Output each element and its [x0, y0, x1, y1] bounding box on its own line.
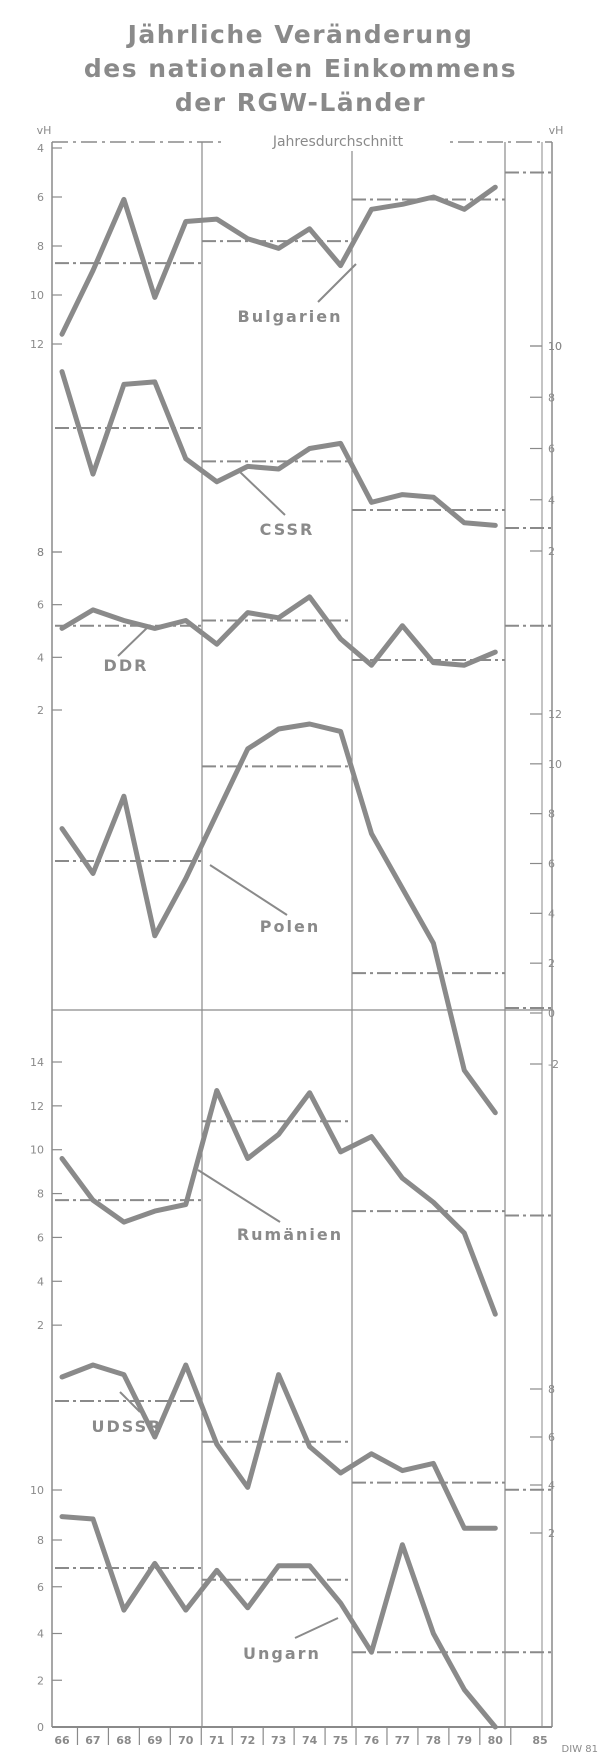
x-tick-label-67: 67	[85, 1734, 100, 1747]
cssr-left-tick-label-8: 8	[37, 546, 44, 559]
ddr-left-tick-label-6: 6	[37, 599, 44, 612]
bulgarien-left-tick-label-4: 4	[37, 142, 44, 155]
cssr-right-tick-label-8: 8	[548, 391, 555, 404]
chart-title: Jährliche Veränderung des nationalen Ein…	[0, 18, 601, 120]
x-tick-label-69: 69	[147, 1734, 162, 1747]
ungarn-label: Ungarn	[243, 1644, 321, 1663]
ddr-label: DDR	[104, 656, 149, 675]
polen-right-tick-label-10: 10	[548, 758, 562, 771]
rumänien-left-tick-label-6: 6	[37, 1231, 44, 1244]
cssr-label-connector	[239, 471, 286, 516]
polen-right-tick-label-4: 4	[548, 907, 555, 920]
cssr-label: CSSR	[260, 520, 315, 539]
ungarn-left-tick-label-0: 0	[37, 1721, 44, 1734]
rumänien-left-tick-label-14: 14	[30, 1056, 44, 1069]
legend-background	[225, 133, 450, 151]
right-unit-label: vH	[549, 124, 564, 137]
x-tick-label-75: 75	[333, 1734, 348, 1747]
bulgarien-label-background	[232, 304, 348, 328]
ungarn-left-tick-label-6: 6	[37, 1581, 44, 1594]
cssr-right-tick-label-6: 6	[548, 443, 555, 456]
bulgarien-left-tick-label-8: 8	[37, 240, 44, 253]
rumänien-right-tick-label--2: -2	[548, 1058, 559, 1071]
x-tick-label-78: 78	[426, 1734, 441, 1747]
x-tick-label-66: 66	[54, 1734, 70, 1747]
chart-frame	[51, 133, 553, 1728]
udssr-label-connector	[119, 1391, 141, 1413]
ddr-left-tick-label-8: 8	[37, 546, 44, 559]
rumänien-left-tick-label-8: 8	[37, 1188, 44, 1201]
x-tick-label-85: 85	[532, 1734, 547, 1747]
rumänien-label: Rumänien	[237, 1225, 343, 1244]
left-unit-label: vH	[37, 124, 52, 137]
x-tick-label-80: 80	[488, 1734, 504, 1747]
rumänien-left-tick-label-10: 10	[30, 1144, 44, 1157]
ddr-left-tick-label-4: 4	[37, 651, 44, 664]
rumänien-left-tick-label-12: 12	[30, 1100, 44, 1113]
x-tick-label-76: 76	[364, 1734, 380, 1747]
udssr-series-line	[59, 1362, 498, 1531]
average-lines	[55, 171, 552, 1654]
udssr-right-tick-label-8: 8	[548, 1383, 555, 1396]
bulgarien-right-tick-label-10: 10	[548, 340, 562, 353]
ungarn-series-line	[59, 1514, 498, 1730]
cssr-label-background	[229, 517, 345, 541]
x-tick-label-74: 74	[302, 1734, 318, 1747]
ddr-label-background	[68, 653, 184, 677]
udssr-right-tick-label-6: 6	[548, 1431, 555, 1444]
bulgarien-label: Bulgarien	[238, 307, 343, 326]
x-tick-label-73: 73	[271, 1734, 286, 1747]
x-tick-label-70: 70	[178, 1734, 194, 1747]
rumänien-label-background	[232, 1222, 348, 1246]
x-tick-label-72: 72	[240, 1734, 255, 1747]
polen-right-tick-label-12: 12	[548, 708, 562, 721]
ungarn-label-connector	[294, 1617, 339, 1639]
ungarn-left-tick-label-2: 2	[37, 1674, 44, 1687]
x-tick-label-71: 71	[209, 1734, 224, 1747]
polen-right-tick-label-8: 8	[548, 808, 555, 821]
ddr-label-connector	[117, 624, 151, 657]
ungarn-left-tick-label-8: 8	[37, 1534, 44, 1547]
chart-title-line-1: Jährliche Veränderung	[127, 20, 474, 49]
chart-title-line-2: des nationalen Einkommens	[83, 54, 518, 83]
bulgarien-label-connector	[317, 263, 357, 303]
udssr-right-tick-label-2: 2	[548, 1527, 555, 1540]
x-tick-label-68: 68	[116, 1734, 131, 1747]
source-label: DIW 81	[562, 1744, 598, 1755]
chart-title-line-3: der RGW-Länder	[174, 88, 427, 117]
polen-right-tick-label-0: 0	[548, 1007, 555, 1020]
polen-right-tick-label-6: 6	[548, 858, 555, 871]
ungarn-label-background	[224, 1641, 340, 1665]
polen-label-connector	[209, 864, 288, 916]
bulgarien-left-tick-label-6: 6	[37, 191, 44, 204]
cssr-series-line	[59, 369, 498, 528]
ddr-left-tick-label-2: 2	[37, 704, 44, 717]
rumänien-series-line	[59, 1088, 498, 1317]
bulgarien-left-tick-label-12: 12	[30, 338, 44, 351]
ungarn-left-tick-label-4: 4	[37, 1628, 44, 1641]
bulgarien-left-tick-label-10: 10	[30, 289, 44, 302]
rumänien-left-tick-label-2: 2	[37, 1319, 44, 1332]
x-tick-label-77: 77	[395, 1734, 410, 1747]
series-lines	[59, 184, 498, 1730]
rumänien-left-tick-label-4: 4	[37, 1275, 44, 1288]
rumänien-label-connector	[197, 1169, 281, 1223]
legend-label: Jahresdurchschnitt	[272, 134, 404, 150]
udssr-right-tick-label-4: 4	[548, 1479, 555, 1492]
cssr-right-tick-label-2: 2	[548, 545, 555, 558]
cssr-right-tick-label-10: 10	[548, 340, 562, 353]
udssr-left-tick-label-10: 10	[30, 1484, 44, 1497]
chart-axes	[52, 147, 542, 1745]
x-tick-label-79: 79	[457, 1734, 472, 1747]
polen-label: Polen	[260, 917, 320, 936]
polen-right-tick-label-2: 2	[548, 957, 555, 970]
polen-label-background	[232, 914, 348, 938]
series-points	[61, 187, 496, 1728]
udssr-label: UDSSR	[92, 1417, 163, 1436]
cssr-right-tick-label-4: 4	[548, 494, 555, 507]
